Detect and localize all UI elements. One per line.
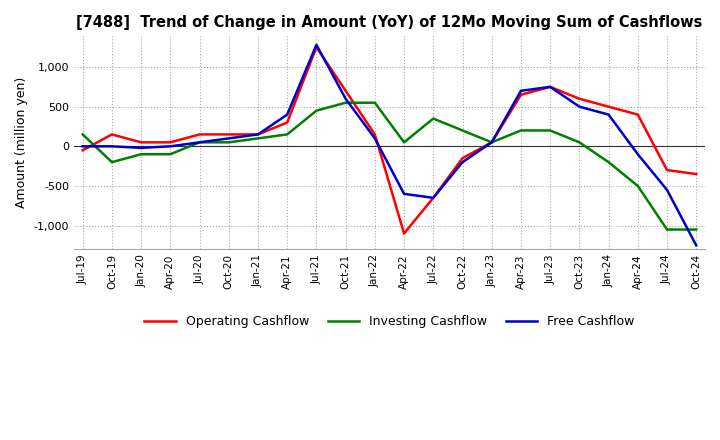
Operating Cashflow — [400, 231, 408, 236]
Investing Cashflow — [517, 128, 526, 133]
Operating Cashflow — [575, 96, 584, 101]
Investing Cashflow — [225, 140, 233, 145]
Investing Cashflow — [107, 160, 116, 165]
Free Cashflow — [137, 145, 145, 150]
Investing Cashflow — [546, 128, 554, 133]
Free Cashflow — [487, 140, 496, 145]
Operating Cashflow — [546, 84, 554, 89]
Operating Cashflow — [487, 140, 496, 145]
Operating Cashflow — [225, 132, 233, 137]
Investing Cashflow — [78, 132, 87, 137]
Operating Cashflow — [662, 168, 671, 173]
Free Cashflow — [312, 42, 320, 48]
Operating Cashflow — [195, 132, 204, 137]
Free Cashflow — [634, 152, 642, 157]
Free Cashflow — [517, 88, 526, 93]
Free Cashflow — [429, 195, 438, 201]
Investing Cashflow — [253, 136, 262, 141]
Operating Cashflow — [692, 172, 701, 177]
Investing Cashflow — [429, 116, 438, 121]
Operating Cashflow — [253, 132, 262, 137]
Line: Investing Cashflow: Investing Cashflow — [83, 103, 696, 230]
Investing Cashflow — [604, 160, 613, 165]
Free Cashflow — [692, 243, 701, 248]
Free Cashflow — [575, 104, 584, 109]
Investing Cashflow — [166, 152, 175, 157]
Free Cashflow — [78, 144, 87, 149]
Investing Cashflow — [371, 100, 379, 105]
Free Cashflow — [195, 140, 204, 145]
Operating Cashflow — [517, 92, 526, 97]
Free Cashflow — [662, 187, 671, 193]
Operating Cashflow — [312, 44, 320, 50]
Y-axis label: Amount (million yen): Amount (million yen) — [15, 77, 28, 208]
Operating Cashflow — [137, 140, 145, 145]
Investing Cashflow — [400, 140, 408, 145]
Line: Free Cashflow: Free Cashflow — [83, 45, 696, 246]
Operating Cashflow — [604, 104, 613, 109]
Operating Cashflow — [429, 195, 438, 201]
Free Cashflow — [225, 136, 233, 141]
Investing Cashflow — [634, 183, 642, 189]
Operating Cashflow — [283, 120, 292, 125]
Investing Cashflow — [575, 140, 584, 145]
Investing Cashflow — [341, 100, 350, 105]
Operating Cashflow — [371, 132, 379, 137]
Operating Cashflow — [78, 148, 87, 153]
Free Cashflow — [400, 191, 408, 197]
Investing Cashflow — [487, 140, 496, 145]
Free Cashflow — [604, 112, 613, 117]
Free Cashflow — [458, 160, 467, 165]
Operating Cashflow — [107, 132, 116, 137]
Investing Cashflow — [137, 152, 145, 157]
Free Cashflow — [166, 144, 175, 149]
Operating Cashflow — [341, 88, 350, 93]
Title: [7488]  Trend of Change in Amount (YoY) of 12Mo Moving Sum of Cashflows: [7488] Trend of Change in Amount (YoY) o… — [76, 15, 703, 30]
Free Cashflow — [341, 96, 350, 101]
Investing Cashflow — [283, 132, 292, 137]
Free Cashflow — [107, 144, 116, 149]
Free Cashflow — [283, 112, 292, 117]
Free Cashflow — [253, 132, 262, 137]
Operating Cashflow — [166, 140, 175, 145]
Line: Operating Cashflow: Operating Cashflow — [83, 47, 696, 234]
Legend: Operating Cashflow, Investing Cashflow, Free Cashflow: Operating Cashflow, Investing Cashflow, … — [140, 310, 639, 333]
Free Cashflow — [546, 84, 554, 89]
Operating Cashflow — [458, 156, 467, 161]
Investing Cashflow — [662, 227, 671, 232]
Investing Cashflow — [195, 140, 204, 145]
Investing Cashflow — [312, 108, 320, 113]
Investing Cashflow — [692, 227, 701, 232]
Investing Cashflow — [458, 128, 467, 133]
Operating Cashflow — [634, 112, 642, 117]
Free Cashflow — [371, 136, 379, 141]
